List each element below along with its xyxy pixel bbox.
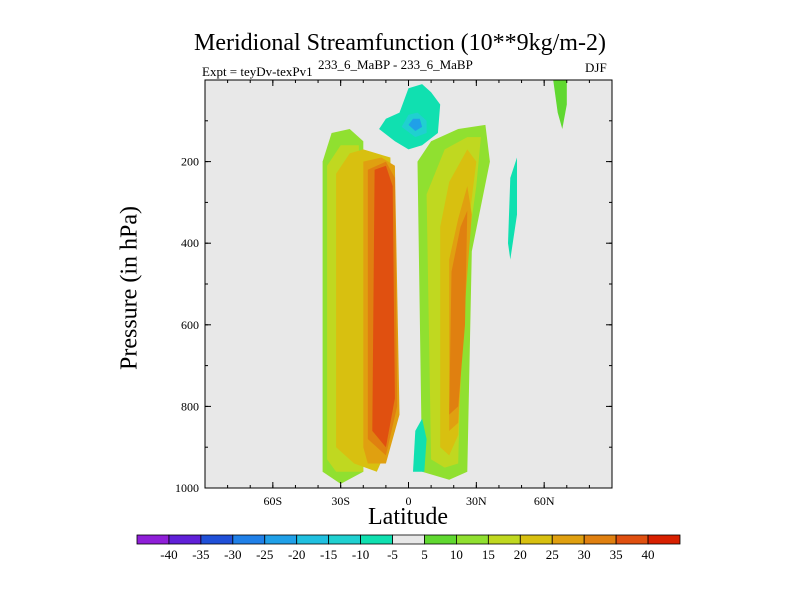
y-tick-label: 1000	[175, 481, 199, 495]
colorbar: -40 -35 -30 -25 -20 -15 -10 -5 5 10 15 20 25 30 35 40	[136, 534, 681, 562]
colorbar-swatch-6	[328, 534, 361, 545]
contour-layer	[322, 80, 567, 484]
colorbar-label: -30	[224, 547, 241, 562]
colorbar-label: 5	[421, 547, 428, 562]
x-axis-label: Latitude	[368, 504, 448, 530]
colorbar-label: 30	[578, 547, 591, 562]
contour-region-14	[508, 157, 517, 260]
colorbar-swatch-15	[615, 534, 649, 545]
colorbar-label: -10	[352, 547, 369, 562]
x-axis-ticks: 60S 30S 0 30N 60N	[204, 80, 613, 508]
chart-title: Meridional Streamfunction (10**9kg/m-2)	[194, 30, 606, 56]
colorbar-swatch-7	[360, 534, 393, 545]
colorbar-swatch-12	[519, 534, 553, 545]
colorbar-label: 15	[482, 547, 495, 562]
colorbar-swatch-5	[296, 534, 330, 545]
chart-subtitle-experiment: Expt = teyDv-texPv1	[202, 64, 313, 79]
x-tick-label: 30S	[331, 494, 350, 508]
contour-region-15	[413, 418, 427, 472]
x-tick-label: 60N	[534, 494, 555, 508]
colorbar-label: -15	[320, 547, 337, 562]
x-tick-label: 0	[406, 494, 412, 508]
y-axis-label: Pressure (in hPa)	[116, 206, 143, 370]
contour-region-13	[408, 118, 423, 131]
colorbar-swatch-8	[392, 534, 425, 545]
colorbar-label: 20	[514, 547, 527, 562]
y-axis-ticks: 200 400 600 800 1000	[175, 120, 612, 495]
colorbar-swatch-3	[232, 534, 266, 545]
colorbar-label: -40	[160, 547, 177, 562]
y-tick-label: 200	[181, 155, 199, 169]
colorbar-swatch-14	[583, 534, 617, 545]
colorbar-swatch-0	[136, 534, 170, 545]
colorbar-swatch-2	[200, 534, 234, 545]
y-tick-label: 800	[181, 399, 199, 413]
colorbar-label: 10	[450, 547, 463, 562]
contour-region-5	[372, 165, 395, 448]
colorbar-swatch-13	[551, 534, 585, 545]
chart-subtitle-period: 233_6_MaBP - 233_6_MaBP	[318, 57, 473, 72]
y-tick-label: 400	[181, 236, 199, 250]
y-tick-label: 600	[181, 318, 199, 332]
x-tick-label: 30N	[466, 494, 487, 508]
colorbar-swatch-9	[424, 534, 457, 545]
chart-subtitle-season: DJF	[585, 60, 607, 75]
colorbar-label: -20	[288, 547, 305, 562]
colorbar-label: 25	[546, 547, 559, 562]
colorbar-swatch-11	[487, 534, 521, 545]
contour-region-16	[553, 80, 567, 129]
x-tick-label: 60S	[263, 494, 282, 508]
colorbar-label: -5	[387, 547, 398, 562]
colorbar-label: -25	[256, 547, 273, 562]
colorbar-swatch-10	[456, 534, 489, 545]
colorbar-swatch-16	[647, 534, 681, 545]
colorbar-swatch-4	[264, 534, 298, 545]
contour-region-10	[449, 210, 468, 415]
colorbar-label: -35	[192, 547, 209, 562]
colorbar-swatch-1	[168, 534, 202, 545]
colorbar-label: 40	[642, 547, 655, 562]
colorbar-label: 35	[610, 547, 623, 562]
